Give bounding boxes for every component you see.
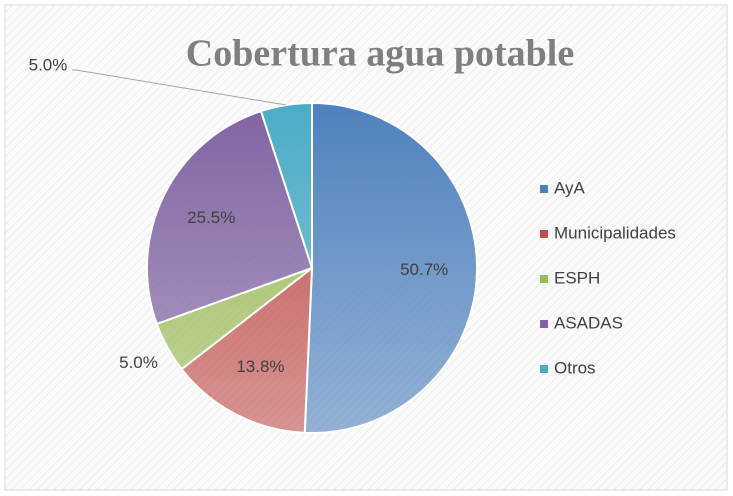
data-label: 25.5% — [187, 208, 235, 227]
leader-line — [72, 69, 287, 106]
data-label: 5.0% — [29, 55, 68, 74]
pie-slice — [303, 101, 478, 434]
pie-slice — [146, 109, 314, 326]
chart-title: Cobertura agua potable — [186, 33, 574, 75]
legend-label: ASADAS — [554, 313, 623, 332]
pie-slice — [259, 101, 313, 269]
legend-label: Otros — [554, 358, 596, 377]
legend-label: AyA — [554, 178, 586, 197]
data-label: 13.8% — [236, 357, 284, 376]
legend-swatch — [540, 230, 548, 238]
data-label: 50.7% — [400, 260, 448, 279]
legend-swatch — [540, 185, 548, 193]
legend-swatch — [540, 320, 548, 328]
data-label: 5.0% — [119, 353, 158, 372]
legend-label: ESPH — [554, 268, 600, 287]
legend-label: Municipalidades — [554, 223, 676, 242]
pie-slice — [180, 265, 314, 434]
legend-swatch — [540, 275, 548, 283]
legend-swatch — [540, 365, 548, 373]
